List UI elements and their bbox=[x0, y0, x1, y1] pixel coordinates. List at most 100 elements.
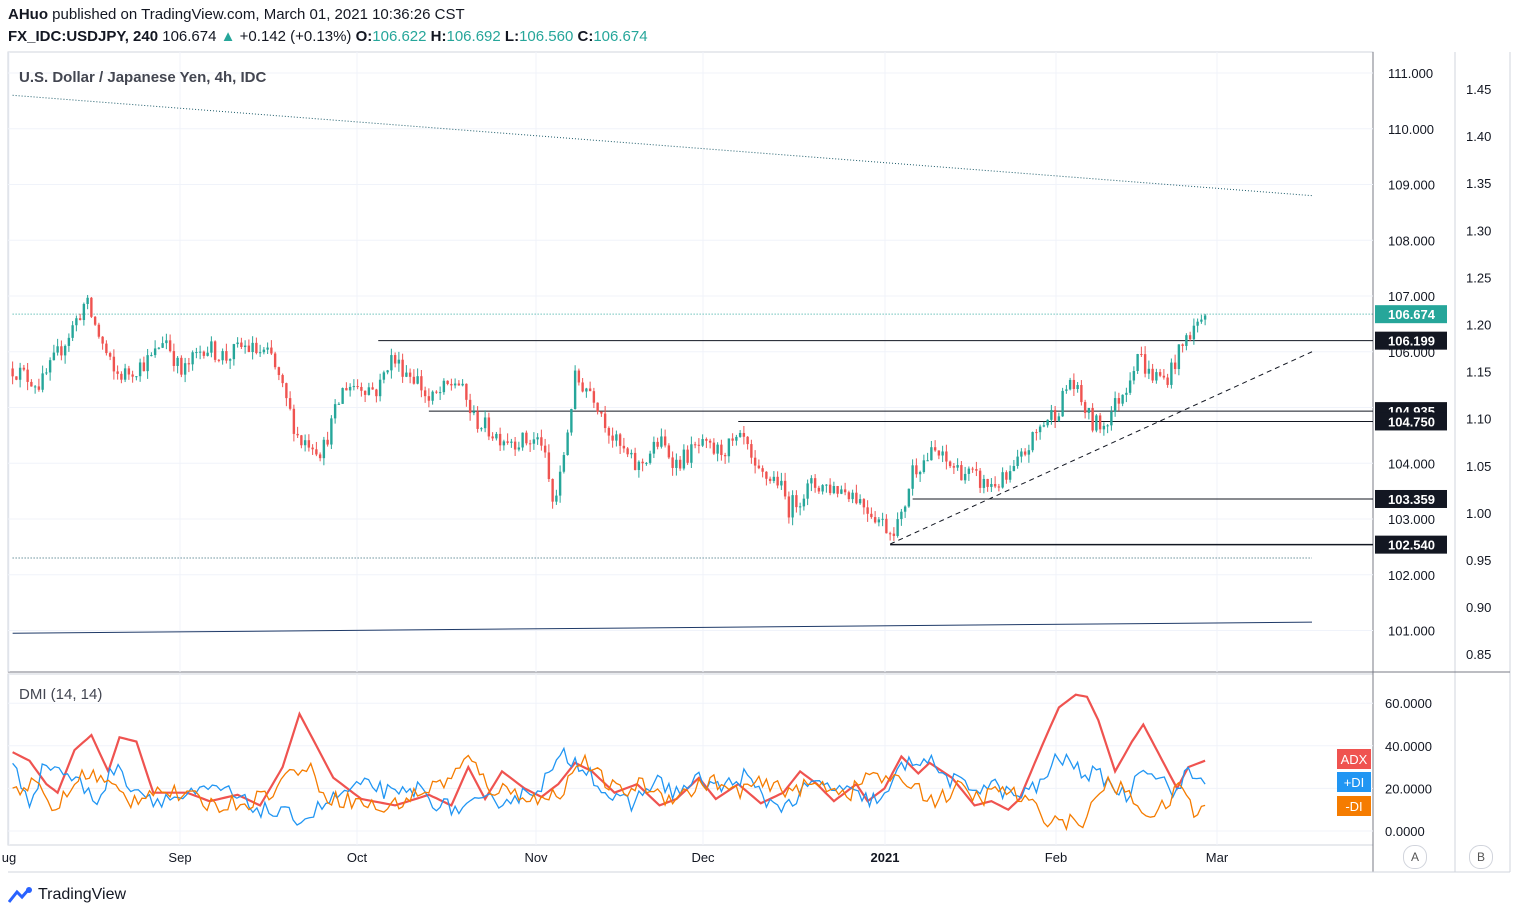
candle-body bbox=[1173, 362, 1177, 370]
candle-body bbox=[528, 443, 532, 445]
candle-body bbox=[903, 506, 907, 512]
candle-body bbox=[195, 352, 198, 354]
candle-body bbox=[1158, 372, 1162, 376]
candle-body bbox=[1102, 425, 1106, 430]
candle-body bbox=[67, 337, 71, 346]
scale-a-button[interactable]: A bbox=[1403, 845, 1427, 869]
tradingview-logo-icon bbox=[8, 887, 32, 903]
candle-body bbox=[708, 440, 712, 443]
candle-body bbox=[622, 445, 626, 449]
candle-body bbox=[915, 465, 918, 475]
candle-body bbox=[513, 441, 517, 450]
candle-body bbox=[866, 507, 869, 514]
candle-body bbox=[870, 513, 873, 518]
candle-body bbox=[240, 342, 243, 348]
candle-body bbox=[937, 450, 941, 456]
candle-body bbox=[742, 432, 746, 437]
candle-body bbox=[911, 465, 914, 489]
candle-body bbox=[258, 352, 262, 354]
candle-body bbox=[768, 478, 772, 481]
candle-body bbox=[146, 355, 149, 372]
candle-body bbox=[397, 359, 401, 364]
secondary-tick-label: 1.25 bbox=[1466, 270, 1491, 285]
candle-body bbox=[401, 359, 404, 377]
last-price-tag-box bbox=[1375, 305, 1447, 324]
dmi-tick-label: 40.0000 bbox=[1385, 739, 1432, 754]
candle-body bbox=[633, 452, 637, 470]
candle-body bbox=[813, 478, 817, 488]
dmi-legend-label: +DI bbox=[1344, 775, 1365, 790]
candle-body bbox=[660, 436, 663, 447]
candle-body bbox=[1200, 319, 1203, 322]
candle-body bbox=[978, 470, 982, 488]
candle-body bbox=[1095, 415, 1098, 431]
candle-body bbox=[1151, 368, 1154, 381]
candle-body bbox=[56, 346, 59, 353]
candle-body bbox=[1125, 392, 1128, 395]
secondary-tick-label: 0.95 bbox=[1466, 553, 1491, 568]
candle-body bbox=[656, 441, 659, 447]
candle-body bbox=[255, 342, 258, 354]
candle-body bbox=[592, 391, 596, 403]
candle-body bbox=[682, 449, 686, 469]
brand-footer[interactable]: TradingView bbox=[8, 886, 126, 904]
candle-body bbox=[1170, 362, 1173, 385]
candle-body bbox=[603, 413, 607, 429]
y-tick-label: 109.000 bbox=[1388, 178, 1435, 193]
candle-body bbox=[1087, 407, 1091, 413]
candle-body bbox=[1128, 380, 1132, 393]
candle-body bbox=[1110, 411, 1113, 426]
candle-body bbox=[277, 367, 281, 376]
scale-b-button[interactable]: B bbox=[1469, 845, 1493, 869]
candle-body bbox=[840, 489, 843, 494]
candle-body bbox=[941, 451, 944, 456]
candle-body bbox=[33, 386, 37, 388]
candle-body bbox=[352, 386, 356, 388]
secondary-tick-label: 1.40 bbox=[1466, 129, 1491, 144]
candle-body bbox=[690, 444, 693, 463]
candle-body bbox=[273, 353, 277, 368]
candle-body bbox=[285, 383, 288, 399]
trendline-solid bbox=[12, 621, 1313, 634]
open-value: 106.622 bbox=[372, 28, 427, 45]
candle-body bbox=[956, 465, 959, 468]
candle-body bbox=[798, 506, 802, 508]
candle-body bbox=[270, 347, 273, 354]
candle-body bbox=[1038, 426, 1042, 433]
publish-line: AHuo published on TradingView.com, March… bbox=[8, 6, 465, 23]
candle-body bbox=[71, 325, 74, 338]
candle-body bbox=[461, 383, 464, 386]
candle-body bbox=[41, 373, 44, 390]
price-pane-title: U.S. Dollar / Japanese Yen, 4h, IDC bbox=[19, 69, 266, 86]
candle-body bbox=[780, 480, 783, 486]
open-label: O: bbox=[355, 28, 373, 45]
author-name[interactable]: AHuo bbox=[8, 6, 48, 23]
secondary-tick-label: 1.35 bbox=[1466, 176, 1491, 191]
candle-body bbox=[1061, 390, 1064, 417]
ohlc-line: FX_IDC:USDJPY, 240 106.674 ▲ +0.142 (+0.… bbox=[8, 28, 648, 45]
candle-body bbox=[45, 372, 48, 374]
candle-body bbox=[678, 459, 682, 469]
candle-body bbox=[1046, 419, 1049, 426]
candle-body bbox=[615, 434, 618, 441]
y-tick-label: 104.000 bbox=[1388, 456, 1435, 471]
candle-body bbox=[251, 342, 254, 353]
candle-body bbox=[472, 411, 476, 414]
candle-body bbox=[600, 411, 603, 414]
candle-body bbox=[975, 469, 978, 471]
candle-body bbox=[645, 462, 648, 464]
symbol-label[interactable]: FX_IDC:USDJPY, 240 bbox=[8, 28, 159, 45]
candle-body bbox=[858, 499, 862, 504]
level-tag-box bbox=[1375, 331, 1447, 350]
candle-body bbox=[311, 447, 314, 450]
candle-body bbox=[990, 483, 993, 487]
candle-body bbox=[1023, 451, 1027, 455]
x-tick-label: Sep bbox=[168, 850, 191, 865]
candle-body bbox=[63, 345, 67, 356]
dmi-legend-box bbox=[1337, 772, 1371, 792]
candle-body bbox=[198, 351, 202, 353]
candle-body bbox=[1147, 368, 1151, 374]
candle-body bbox=[648, 453, 652, 463]
candle-body bbox=[630, 452, 633, 455]
